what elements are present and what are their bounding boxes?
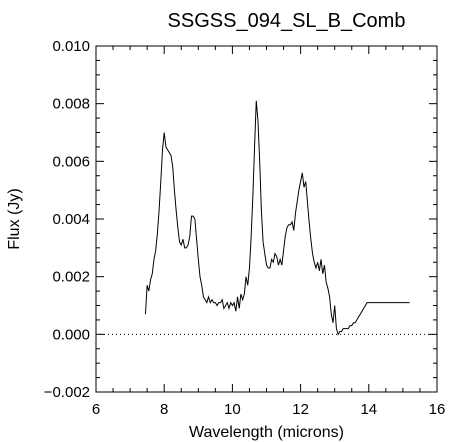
y-tick-label: 0.008 <box>52 96 90 113</box>
x-tick-label: 8 <box>160 401 168 418</box>
y-tick-label: 0.004 <box>52 211 90 228</box>
y-axis-label: Flux (Jy) <box>6 188 23 249</box>
x-tick-label: 16 <box>429 401 446 418</box>
plot-area <box>95 45 438 393</box>
x-tick-label: 10 <box>224 401 241 418</box>
x-tick-label: 14 <box>360 401 377 418</box>
y-tick-label: 0.000 <box>52 326 90 343</box>
series-line-0 <box>144 100 410 336</box>
y-tick-label: 0.006 <box>52 153 90 170</box>
x-axis: 6 8 10 12 14 16 <box>92 46 446 418</box>
y-tick-label: −0.002 <box>44 384 90 401</box>
x-tick-label: 6 <box>92 401 100 418</box>
y-tick-label: 0.002 <box>52 269 90 286</box>
chart-title: SSGSS_094_SL_B_Comb <box>168 10 406 32</box>
y-axis: −0.002 0.000 0.002 0.004 0.006 0.008 0.010 <box>44 38 437 401</box>
y-tick-label: 0.010 <box>52 38 90 55</box>
plot-frame <box>95 45 438 393</box>
x-axis-label: Wavelength (microns) <box>189 424 344 441</box>
x-tick-label: 12 <box>292 401 309 418</box>
